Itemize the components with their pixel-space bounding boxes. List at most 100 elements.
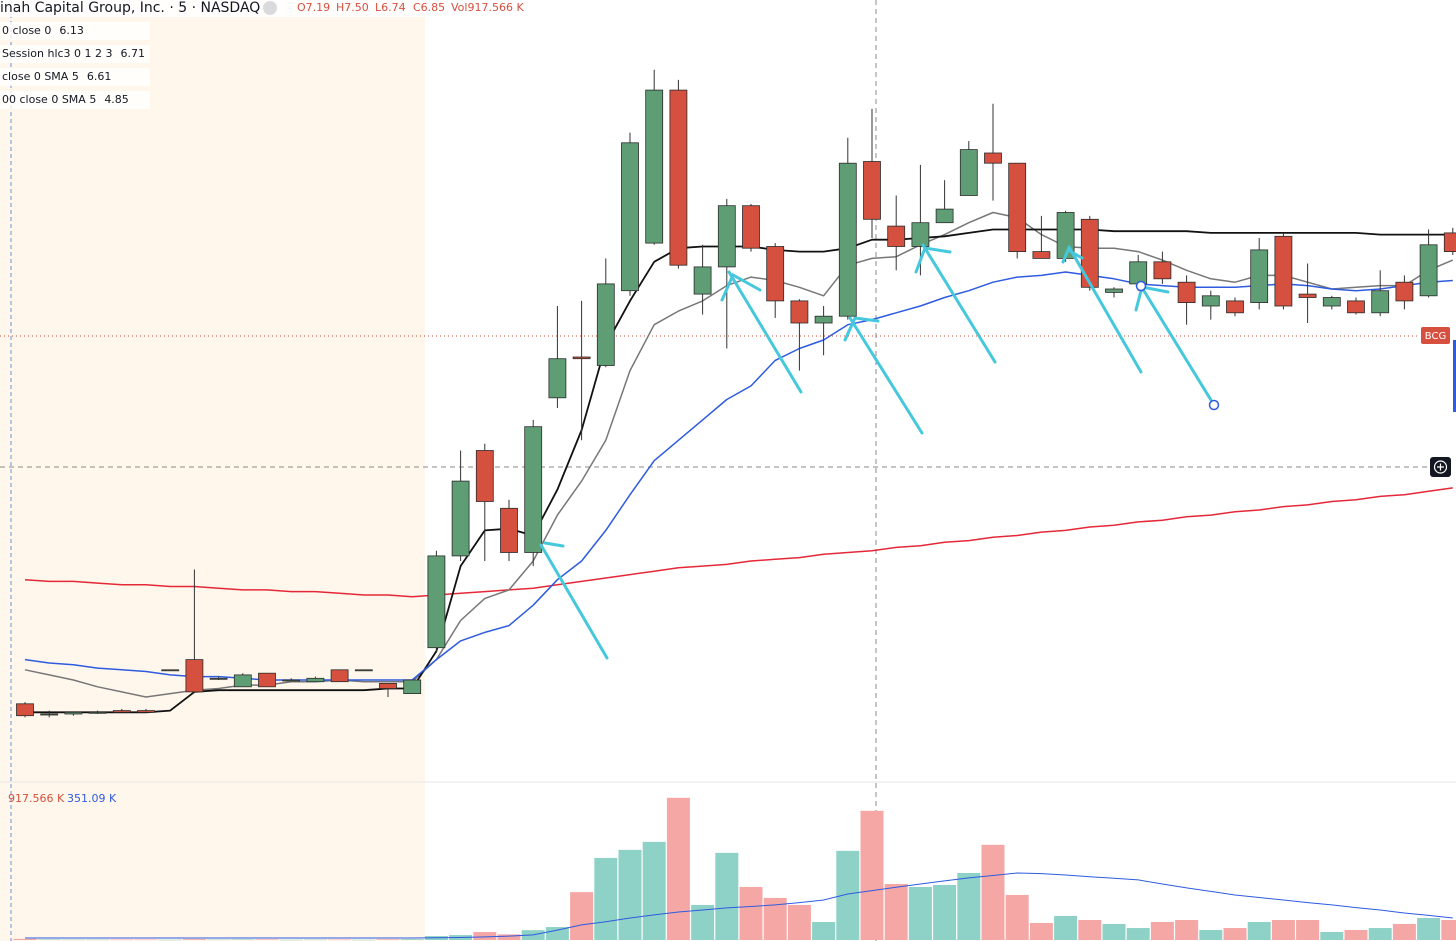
candle-body <box>40 713 59 716</box>
candle-body <box>64 711 83 715</box>
candle-body <box>669 89 688 266</box>
volume-bar <box>594 857 618 940</box>
volume-label: 917.566 K <box>8 792 65 805</box>
volume-bar <box>1005 894 1029 940</box>
candle-body <box>524 426 543 553</box>
volume-bar <box>1223 928 1247 940</box>
volume-bar <box>303 939 327 941</box>
candle-body <box>1226 300 1244 314</box>
candle-body <box>742 205 760 249</box>
volume-bar <box>933 884 957 940</box>
candle-body <box>911 222 930 247</box>
ohlc-low: L6.74 <box>375 1 406 14</box>
candle-body <box>1347 300 1365 314</box>
trend-arrow <box>914 243 997 364</box>
volume-bar <box>1368 928 1392 940</box>
volume-bar <box>328 939 352 941</box>
indicator-legend-bg <box>0 68 150 86</box>
ohlc-volume: Vol917.566 K <box>451 1 524 14</box>
candle-body <box>1201 295 1220 307</box>
candle-body <box>1371 290 1390 314</box>
volume-bar <box>279 939 303 941</box>
indicator-name: 00 close 0 SMA 5 <box>2 93 96 106</box>
add-icon[interactable] <box>1437 463 1444 471</box>
candle-body <box>887 225 906 247</box>
volume-bar <box>400 939 424 940</box>
candle-body <box>959 149 978 196</box>
volume-bar <box>1247 921 1271 940</box>
candle-body <box>1177 281 1196 304</box>
drawing-handle[interactable] <box>1135 280 1147 292</box>
candle-body <box>137 710 155 713</box>
candle-body <box>935 208 954 224</box>
volume-bar <box>691 904 715 940</box>
indicator-name: 0 close 0 <box>2 24 51 37</box>
indicator-value: 6.61 <box>87 70 112 83</box>
drawing-handle[interactable] <box>1208 399 1220 411</box>
candle-body <box>572 356 591 360</box>
candle-body <box>621 142 639 292</box>
volume-bar <box>110 939 134 941</box>
candle-body <box>1395 281 1414 302</box>
add-button[interactable] <box>1430 457 1451 477</box>
candle-body <box>258 672 276 688</box>
candle-body <box>112 710 131 713</box>
volume-bar <box>231 939 255 940</box>
candle-body <box>766 246 785 302</box>
volume-bar <box>739 886 763 940</box>
volume-bar <box>473 931 497 940</box>
candle-body <box>233 674 252 688</box>
volume-bar <box>13 938 37 940</box>
volume-bar <box>497 934 521 940</box>
indicator-legend-bg <box>0 22 150 40</box>
volume-bar <box>1320 931 1344 940</box>
volume-bar <box>1029 922 1053 940</box>
candle-body <box>379 683 397 689</box>
candle-body <box>88 711 107 714</box>
candle-body <box>16 703 34 717</box>
scale-marker <box>1453 340 1456 412</box>
candle-body <box>185 659 204 693</box>
indicator-value: 6.13 <box>59 24 84 37</box>
trend-arrow <box>843 316 924 435</box>
volume-ma-label: 351.09 K <box>67 792 117 805</box>
candle-body <box>330 669 349 683</box>
volume-bar <box>618 849 642 940</box>
candle-body <box>1008 162 1027 252</box>
candle-body <box>1419 244 1438 297</box>
candle-body <box>1032 251 1051 259</box>
volume-bar <box>787 904 811 940</box>
plot <box>13 69 1456 941</box>
volume-bar <box>1271 920 1295 940</box>
candle-body <box>838 162 857 317</box>
volume-bar <box>1296 920 1320 940</box>
indicator-value: 4.85 <box>104 93 129 106</box>
indicator-legend: 0 close 0 6.13 Session hlc3 0 1 2 3 6.71 clo… <box>0 22 150 109</box>
volume-bar <box>1126 928 1150 940</box>
volume-bar <box>1441 920 1456 940</box>
volume-bar <box>908 886 932 940</box>
volume-bar <box>1392 923 1416 940</box>
candle-body <box>282 679 301 682</box>
symbol-title: inah Capital Group, Inc. · 5 · NASDAQ <box>0 0 260 16</box>
volume-bar <box>1417 918 1441 940</box>
candle-body <box>1298 293 1317 298</box>
candle-body <box>306 677 325 683</box>
candle-body <box>500 507 518 553</box>
indicator-name: close 0 SMA 5 <box>2 70 79 83</box>
add-icon[interactable] <box>1433 460 1448 474</box>
candle-body <box>354 669 373 672</box>
indicator-line <box>25 228 1453 714</box>
indicator-legend-bg <box>0 91 150 109</box>
candle-body <box>548 358 567 399</box>
drawings <box>539 243 1216 660</box>
candle-body <box>645 89 664 244</box>
volume-bar <box>570 892 594 940</box>
volume-bar <box>1078 920 1102 940</box>
candle-body <box>1443 232 1456 252</box>
visibility-toggle[interactable] <box>263 1 277 15</box>
ohlc-high: H7.50 <box>336 1 369 14</box>
volume-bar <box>86 939 110 941</box>
candle-body <box>814 315 833 324</box>
